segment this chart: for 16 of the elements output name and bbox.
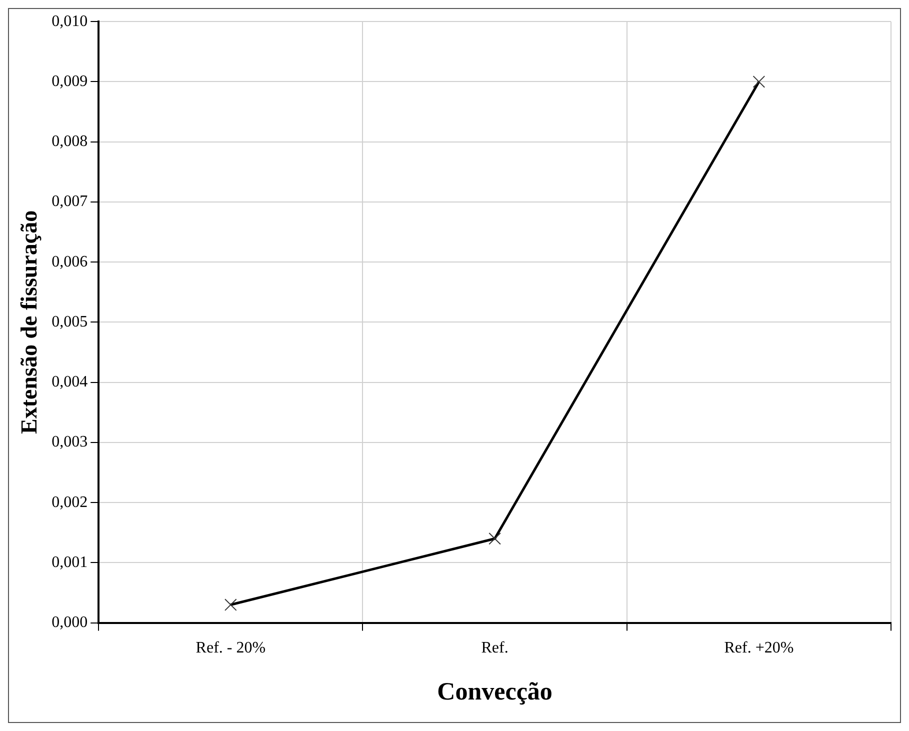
y-tick-label: 0,007	[52, 193, 88, 210]
x-tick-label: Ref.	[481, 640, 508, 657]
y-tick-label: 0,005	[52, 313, 88, 330]
y-tick-label: 0,002	[52, 494, 88, 511]
y-axis-title: Extensão de fissuração	[16, 210, 42, 434]
y-tick-label: 0,003	[52, 434, 88, 451]
y-tick-label: 0,004	[52, 374, 88, 391]
x-tick-label: Ref. - 20%	[196, 640, 266, 657]
x-axis-title: Convecção	[437, 678, 552, 706]
x-tick-label: Ref. +20%	[724, 640, 794, 657]
y-tick-label: 0,009	[52, 72, 88, 90]
y-tick-label: 0,000	[52, 614, 88, 632]
y-tick-label: 0,010	[52, 12, 88, 30]
y-tick-label: 0,008	[52, 133, 88, 150]
y-tick-label: 0,006	[52, 253, 88, 270]
y-tick-label: 0,001	[52, 554, 88, 571]
